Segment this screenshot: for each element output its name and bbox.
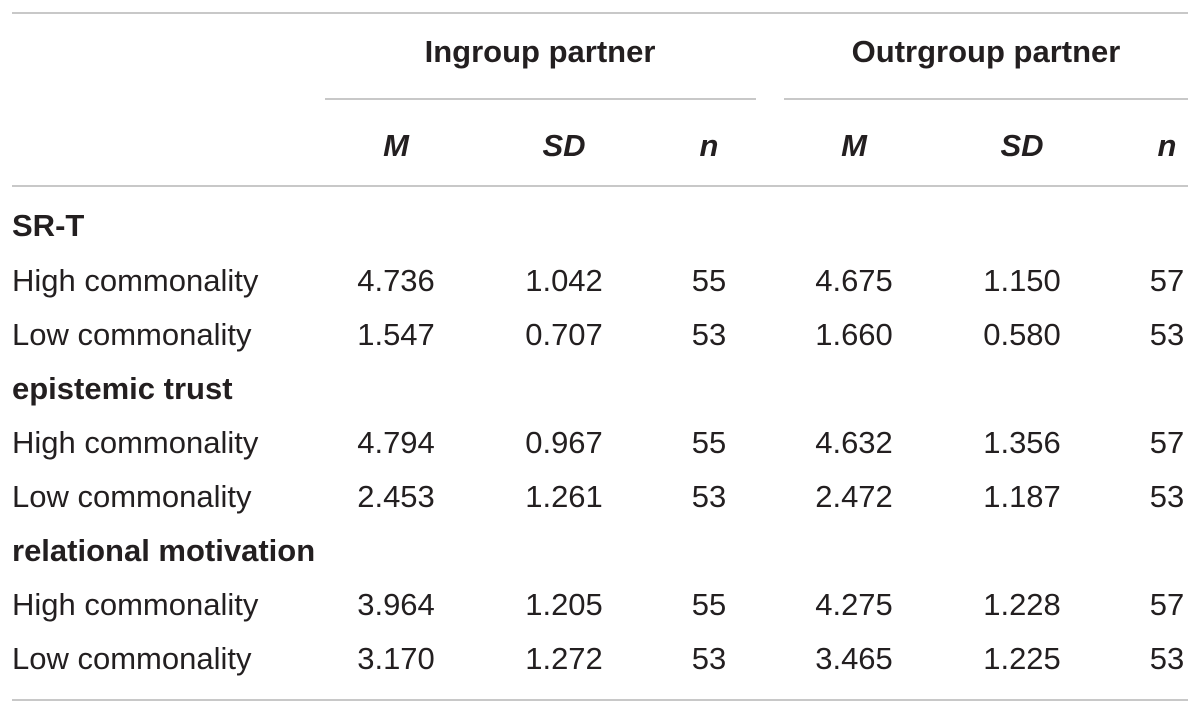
cell-ingroup-n: 55: [691, 587, 727, 622]
cell-ingroup-sd: 1.205: [525, 587, 603, 622]
cell-outgroup-n: 57: [1149, 263, 1185, 298]
cell-outgroup-sd: 1.150: [983, 263, 1061, 298]
table-top-rule: [12, 12, 1188, 14]
cell-outgroup-sd: 1.225: [983, 641, 1061, 676]
section-title: epistemic trust: [12, 371, 233, 406]
group-header-ingroup: Ingroup partner: [424, 34, 656, 69]
cell-ingroup-n: 53: [691, 641, 727, 676]
section-title: relational motivation: [12, 533, 316, 568]
row-label: High commonality: [12, 587, 259, 622]
cell-outgroup-m: 2.472: [815, 479, 893, 514]
header-bottom-rule: [12, 185, 1188, 187]
row-label: High commonality: [12, 425, 259, 460]
col-header-outgroup-sd: SD: [1000, 128, 1044, 163]
cell-outgroup-n: 53: [1149, 479, 1185, 514]
cell-outgroup-sd: 0.580: [983, 317, 1061, 352]
cell-ingroup-sd: 0.707: [525, 317, 603, 352]
cell-ingroup-m: 3.964: [357, 587, 435, 622]
cell-ingroup-m: 2.453: [357, 479, 435, 514]
cell-ingroup-n: 53: [691, 317, 727, 352]
cell-ingroup-n: 53: [691, 479, 727, 514]
cell-ingroup-n: 55: [691, 263, 727, 298]
cell-ingroup-m: 1.547: [357, 317, 435, 352]
cell-outgroup-sd: 1.356: [983, 425, 1061, 460]
outgroup-underline: [784, 98, 1188, 100]
cell-ingroup-m: 4.736: [357, 263, 435, 298]
row-label: High commonality: [12, 263, 259, 298]
section-title: SR-T: [12, 208, 85, 243]
cell-outgroup-sd: 1.228: [983, 587, 1061, 622]
table-bottom-rule: [12, 699, 1188, 701]
cell-outgroup-n: 53: [1149, 317, 1185, 352]
cell-outgroup-m: 4.675: [815, 263, 893, 298]
cell-outgroup-m: 1.660: [815, 317, 893, 352]
cell-ingroup-sd: 0.967: [525, 425, 603, 460]
cell-ingroup-sd: 1.272: [525, 641, 603, 676]
cell-ingroup-n: 55: [691, 425, 727, 460]
col-header-ingroup-n: n: [699, 128, 719, 163]
cell-outgroup-sd: 1.187: [983, 479, 1061, 514]
col-header-ingroup-m: M: [383, 128, 409, 163]
row-label: Low commonality: [12, 641, 252, 676]
cell-ingroup-m: 4.794: [357, 425, 435, 460]
cell-ingroup-sd: 1.042: [525, 263, 603, 298]
cell-ingroup-sd: 1.261: [525, 479, 603, 514]
group-header-outgroup: Outrgroup partner: [851, 34, 1121, 69]
row-label: Low commonality: [12, 317, 252, 352]
cell-outgroup-n: 57: [1149, 587, 1185, 622]
cell-outgroup-m: 4.632: [815, 425, 893, 460]
cell-ingroup-m: 3.170: [357, 641, 435, 676]
col-header-ingroup-sd: SD: [542, 128, 586, 163]
ingroup-underline: [325, 98, 756, 100]
cell-outgroup-m: 4.275: [815, 587, 893, 622]
col-header-outgroup-n: n: [1157, 128, 1177, 163]
cell-outgroup-n: 57: [1149, 425, 1185, 460]
cell-outgroup-m: 3.465: [815, 641, 893, 676]
row-label: Low commonality: [12, 479, 252, 514]
col-header-outgroup-m: M: [841, 128, 867, 163]
cell-outgroup-n: 53: [1149, 641, 1185, 676]
